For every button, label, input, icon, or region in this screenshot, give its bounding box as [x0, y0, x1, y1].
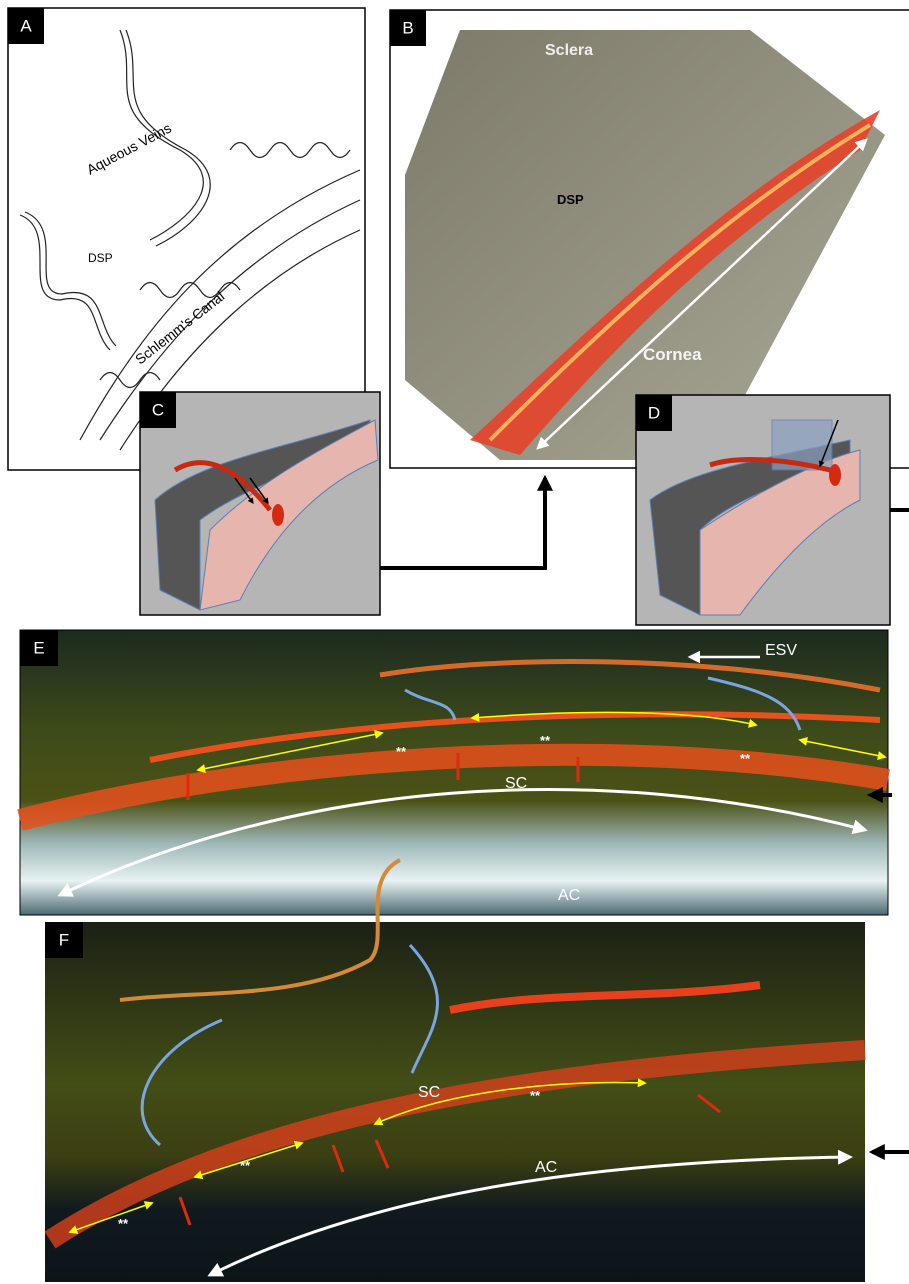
annotation: **	[740, 751, 751, 766]
annotation: AC	[535, 1159, 557, 1176]
annotation: DSP	[88, 251, 113, 265]
panel-f: F ** ** ** SC AC	[45, 860, 909, 1282]
annotation: **	[396, 744, 407, 759]
figure: A Aqueous Veins DSP Schlemm's Canal B Sc…	[0, 0, 909, 1284]
annotation: AC	[558, 887, 580, 904]
annotation: **	[530, 1088, 541, 1103]
panel-label: D	[648, 403, 660, 422]
panel-d: D	[636, 395, 890, 625]
canal	[272, 504, 284, 526]
panel-c: C	[140, 392, 380, 615]
panel-label: C	[152, 400, 164, 419]
panel-e: E ESV ** ** ** SC AC	[20, 630, 892, 915]
annotation: DSP	[557, 192, 584, 207]
page: A Aqueous Veins DSP Schlemm's Canal B Sc…	[0, 0, 909, 1284]
annotation: **	[118, 1216, 129, 1231]
panel-label: E	[33, 638, 44, 657]
canal	[829, 464, 841, 486]
annotation: **	[540, 733, 551, 748]
panel-label: A	[20, 16, 32, 35]
panel-label: F	[59, 930, 69, 949]
annotation: ESV	[765, 642, 797, 659]
panel-label: B	[402, 18, 413, 37]
annotation: Cornea	[643, 345, 702, 364]
annotation: Sclera	[545, 42, 593, 59]
annotation: SC	[418, 1084, 440, 1101]
connector-arrow	[380, 478, 545, 568]
annotation: **	[240, 1158, 251, 1173]
annotation: SC	[505, 775, 527, 792]
